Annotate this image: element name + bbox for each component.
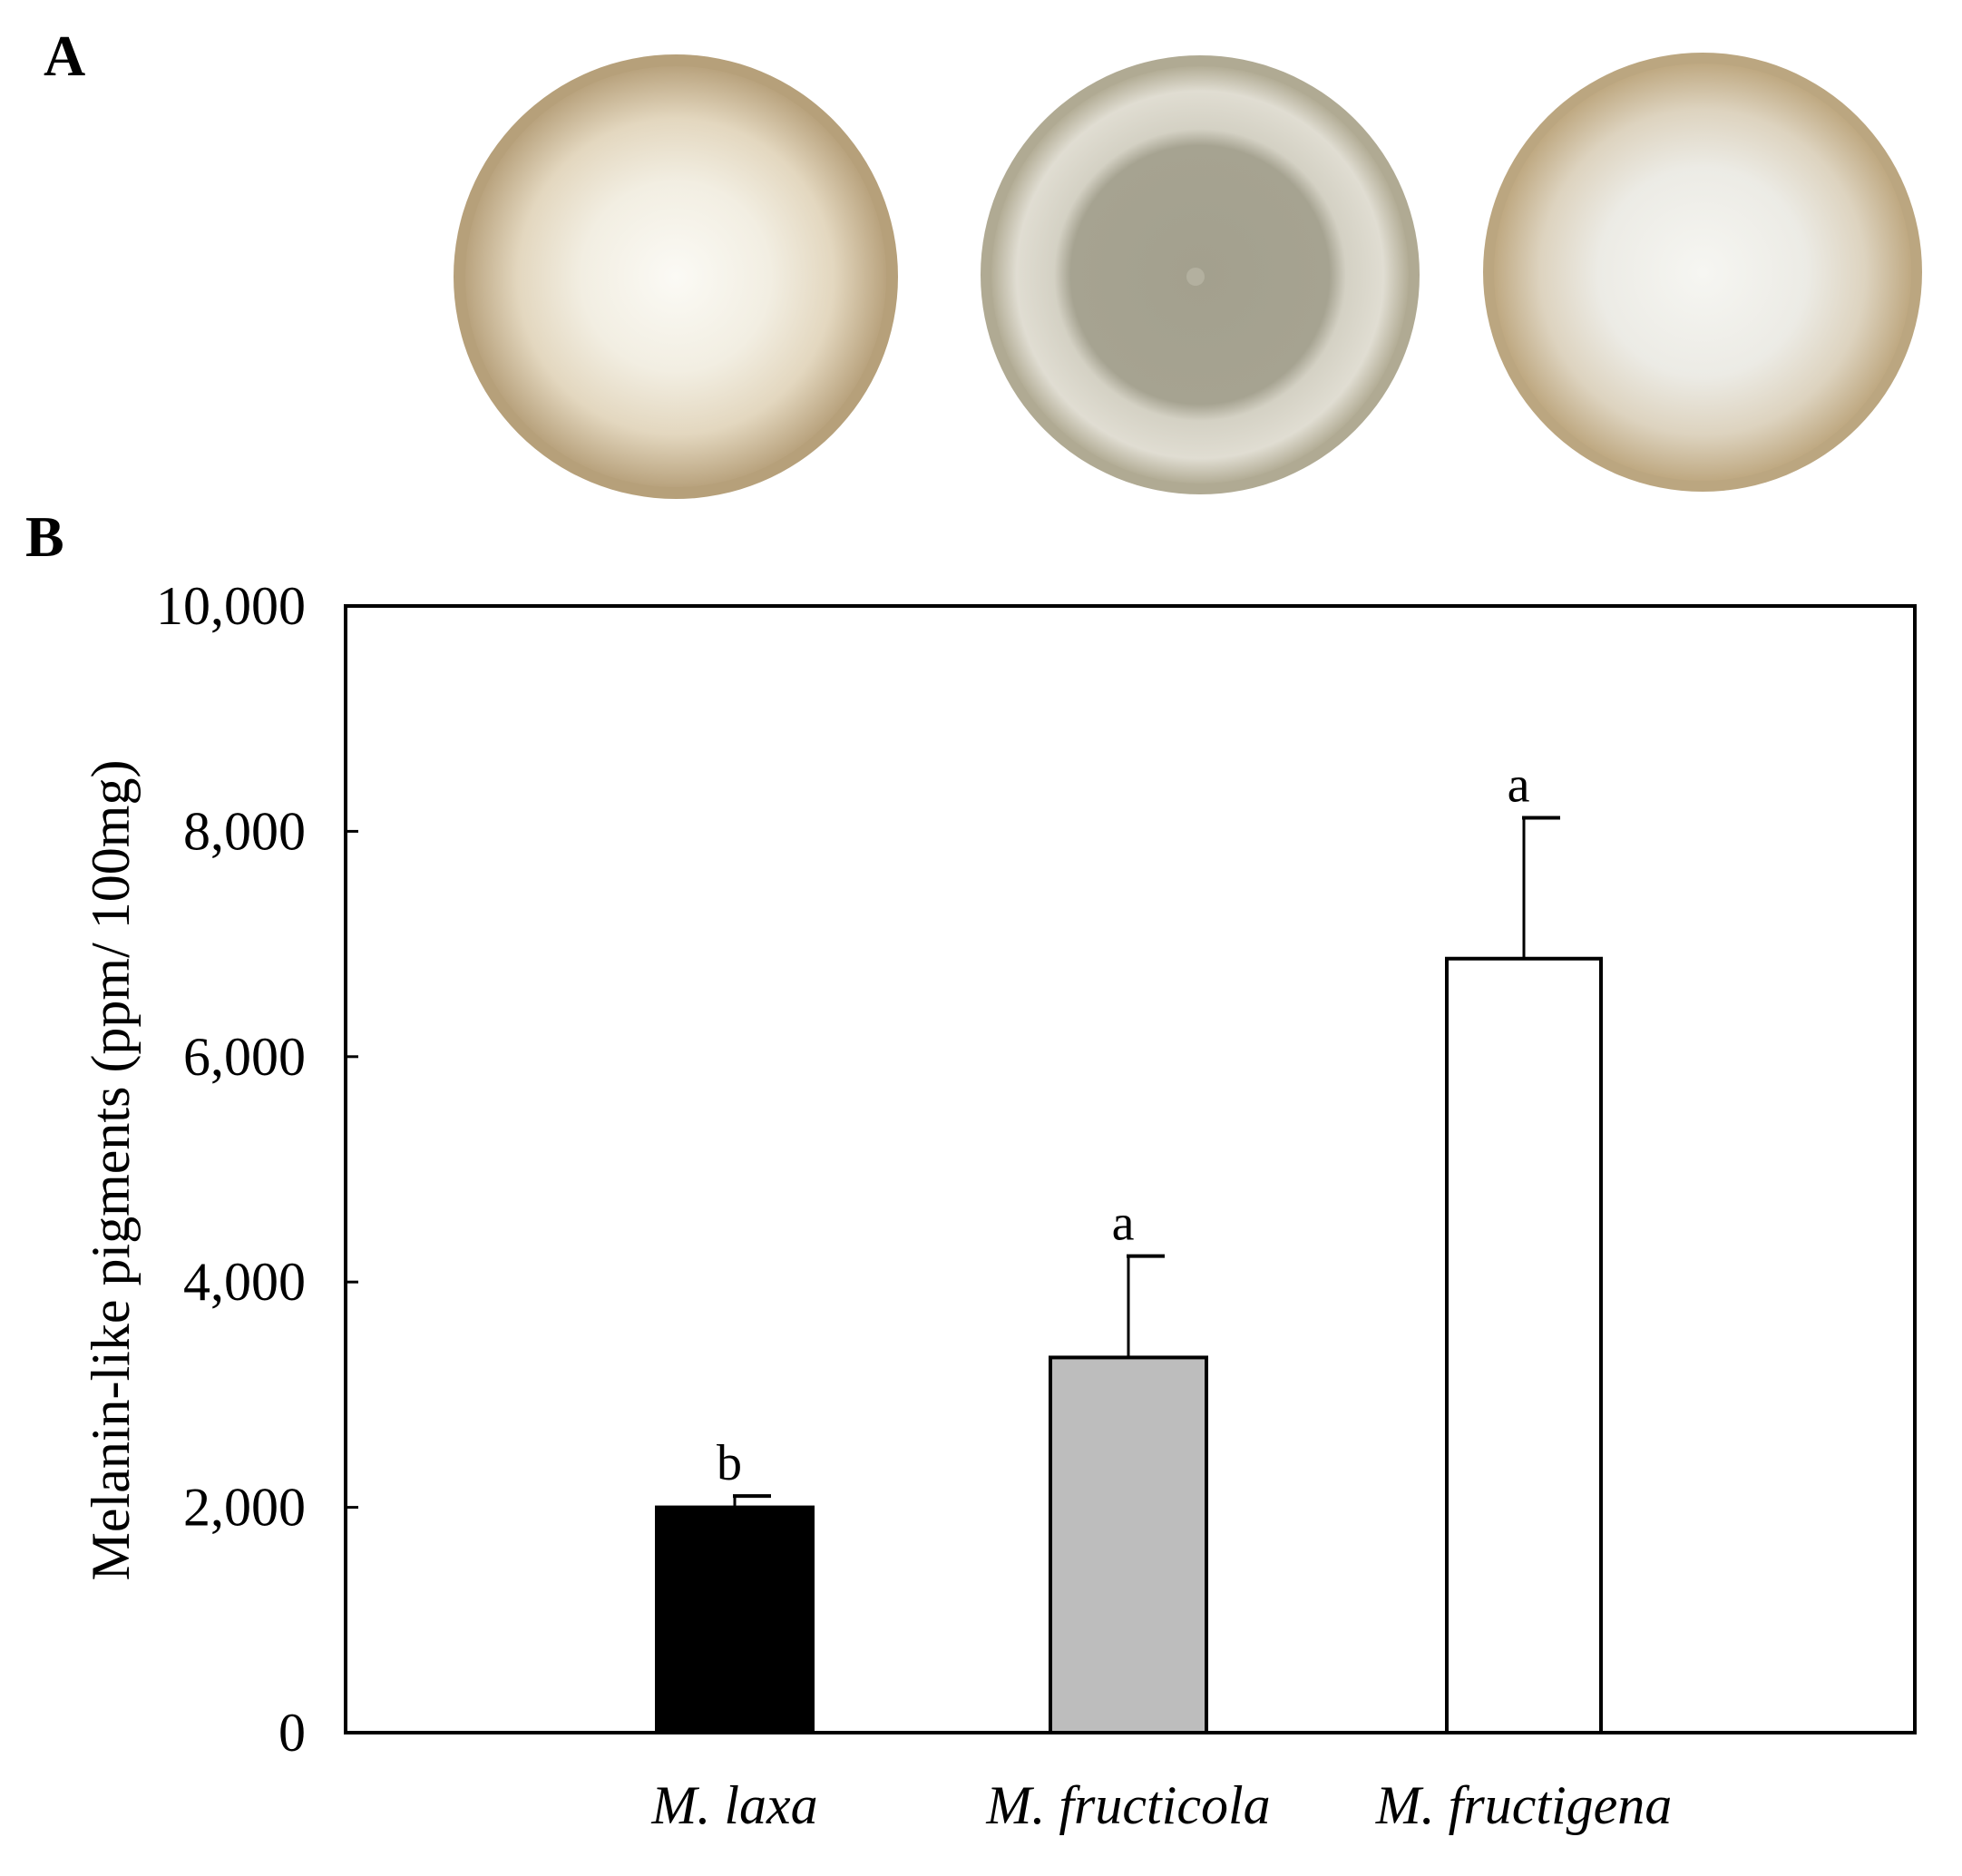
y-axis-label: Melanin-like pigments (ppm/ 100mg)	[81, 760, 141, 1581]
plate-m-fructigena	[1483, 53, 1922, 492]
y-tick-label: 0	[278, 1703, 306, 1763]
significance-label: b	[717, 1435, 742, 1491]
y-tick-label: 2,000	[183, 1478, 306, 1538]
bars: b M. laxa a M. fructicola a M. fructigena	[650, 757, 1672, 1835]
x-category-label: M. laxa	[650, 1775, 817, 1835]
y-tick-label: 8,000	[183, 801, 306, 861]
y-tick-label: 10,000	[156, 576, 306, 636]
x-category-label: M. fructicola	[985, 1775, 1270, 1835]
y-tick-label: 6,000	[183, 1027, 306, 1087]
panel-label-b: B	[25, 504, 64, 569]
x-category-label: M. fructigena	[1375, 1775, 1673, 1835]
melanin-bar-chart: 0 2,000 4,000 6,000 8,000 10,000 b M. laxa a M. …	[81, 576, 1917, 1835]
bar-2	[1445, 956, 1603, 1734]
plate-m-laxa	[454, 54, 898, 499]
bar-1	[1049, 1355, 1208, 1734]
panel-label-a: A	[44, 24, 86, 88]
significance-label: a	[1508, 757, 1530, 813]
y-axis-ticks: 0 2,000 4,000 6,000 8,000 10,000	[156, 576, 358, 1763]
bar-0	[655, 1505, 815, 1734]
culture-plates-photo	[454, 53, 1922, 499]
plate-m-fructicola	[981, 55, 1420, 494]
y-tick-label: 4,000	[183, 1252, 306, 1312]
significance-label: a	[1112, 1196, 1135, 1252]
